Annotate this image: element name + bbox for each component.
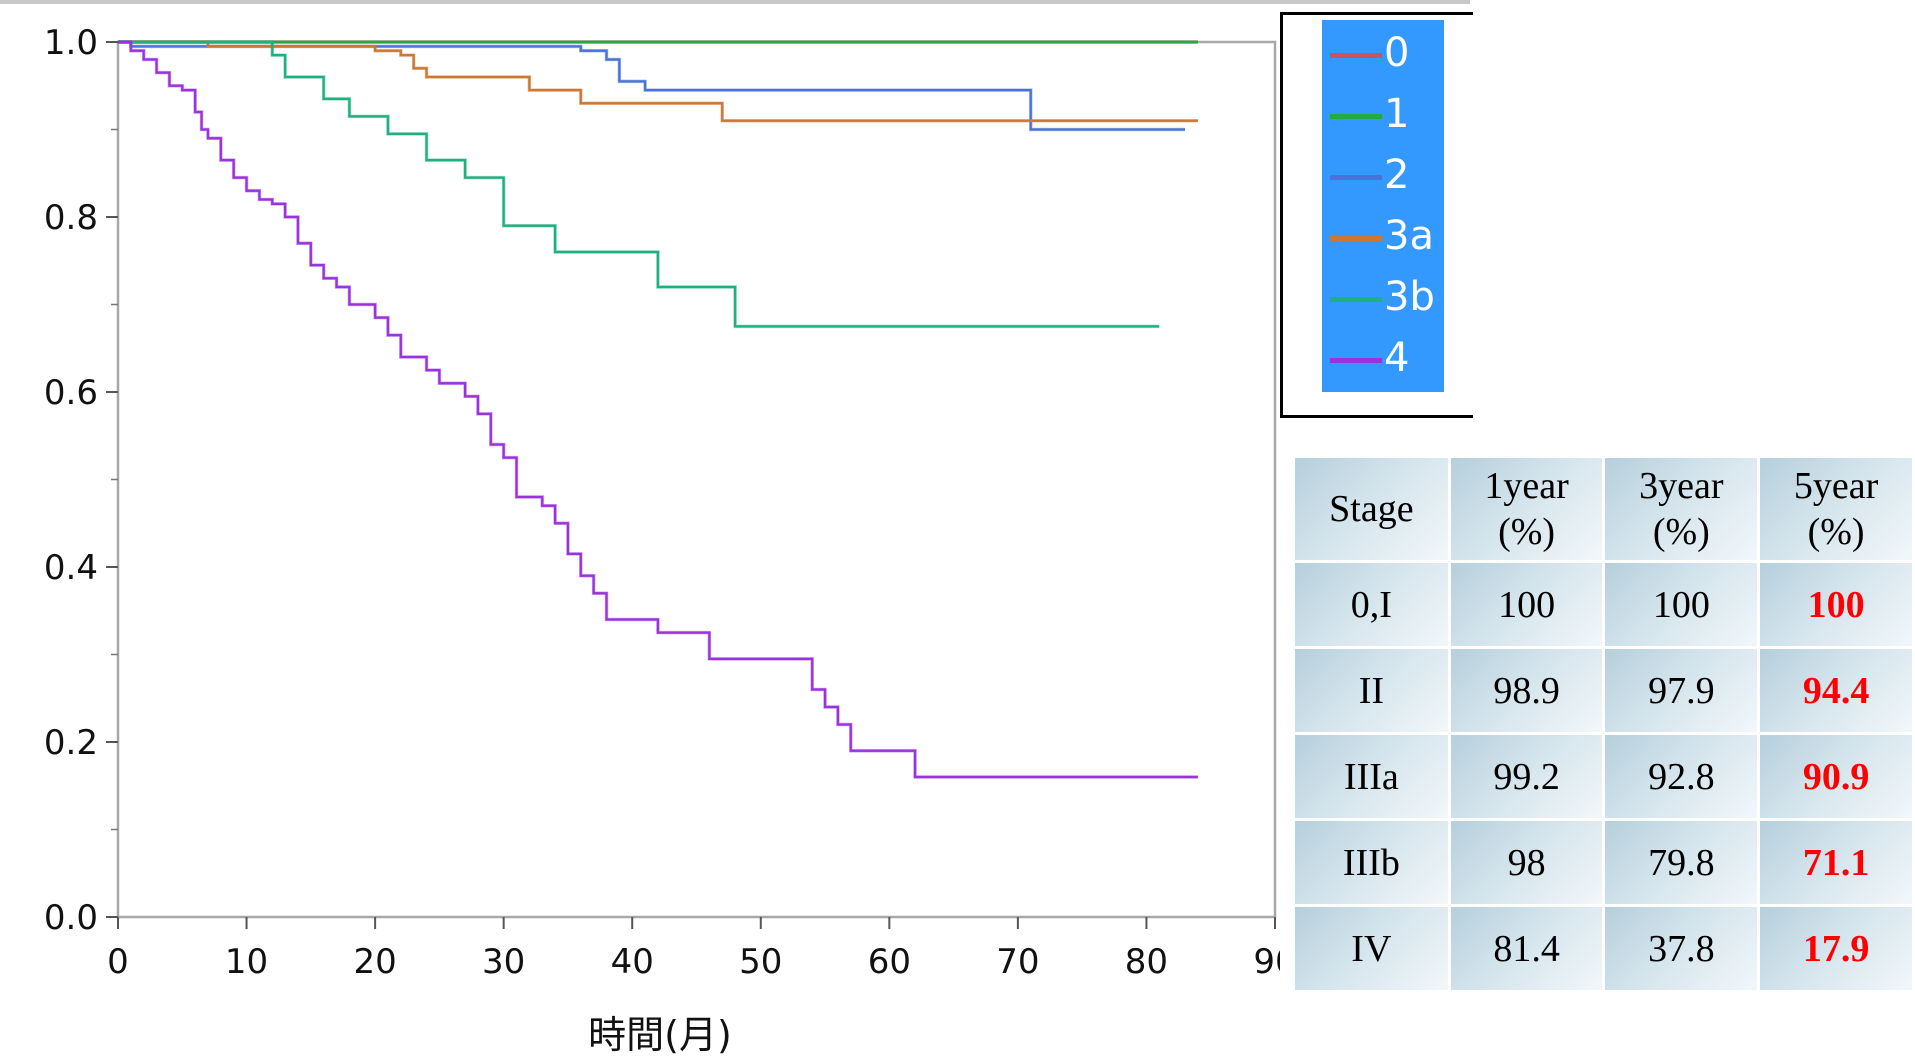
legend-item: 4 xyxy=(1322,331,1444,391)
legend-label: 1 xyxy=(1384,91,1410,137)
x-tick-label: 70 xyxy=(996,942,1039,982)
y-tick-label: 0.2 xyxy=(44,723,98,763)
y-tick-label: 1.0 xyxy=(44,23,98,63)
x-axis-label: 時間(月) xyxy=(588,1013,732,1057)
legend-swatch xyxy=(1330,358,1382,363)
table-cell: IIIb xyxy=(1295,821,1448,904)
table-header-row: Stage 1year (%) 3year (%) 5year (%) xyxy=(1295,458,1912,560)
table-cell: 99.2 xyxy=(1450,735,1603,818)
table-row: II 98.9 97.9 94.4 xyxy=(1295,649,1912,732)
table-cell: 100 xyxy=(1605,563,1758,646)
table-cell: II xyxy=(1295,649,1448,732)
x-tick-label: 80 xyxy=(1125,942,1168,982)
legend-swatch xyxy=(1330,53,1382,58)
series-3b-band xyxy=(118,40,1160,329)
series-3a-line xyxy=(118,40,1198,122)
legend-swatch xyxy=(1330,297,1382,302)
legend-item: 0 xyxy=(1322,26,1444,86)
table-header-cell: 5year (%) xyxy=(1760,458,1912,560)
y-tick-label: 0.8 xyxy=(44,198,98,238)
plot-frame xyxy=(116,40,1277,919)
legend-frame xyxy=(1280,12,1473,418)
series-4-band xyxy=(118,40,1198,779)
table-row: IV 81.4 37.8 17.9 xyxy=(1295,907,1912,990)
table-cell: 71.1 xyxy=(1760,821,1912,904)
table-cell: 37.8 xyxy=(1605,907,1758,990)
table-cell: IIIa xyxy=(1295,735,1448,818)
legend-item: 3a xyxy=(1322,209,1444,269)
series-4-line xyxy=(118,40,1198,779)
y-tick-label: 0.6 xyxy=(44,373,98,413)
table-row: IIIb 98 79.8 71.1 xyxy=(1295,821,1912,904)
table-cell: 98.9 xyxy=(1450,649,1603,732)
legend-label: 3b xyxy=(1384,274,1435,320)
x-tick-label: 40 xyxy=(611,942,654,982)
chart-series xyxy=(118,40,1198,779)
legend-label: 0 xyxy=(1384,30,1410,76)
legend-label: 3a xyxy=(1384,213,1434,259)
x-tick-label: 0 xyxy=(107,942,129,982)
legend-item: 2 xyxy=(1322,148,1444,208)
top-separator xyxy=(0,0,1470,4)
x-tick-label: 20 xyxy=(353,942,396,982)
table-cell: 90.9 xyxy=(1760,735,1912,818)
legend-swatch xyxy=(1330,114,1382,119)
legend-label: 2 xyxy=(1384,152,1410,198)
legend-item: 1 xyxy=(1322,87,1444,147)
table-cell: 17.9 xyxy=(1760,907,1912,990)
series-3b-line xyxy=(118,40,1160,328)
y-tick-label: 0.0 xyxy=(44,898,98,938)
table-row: 0,I 100 100 100 xyxy=(1295,563,1912,646)
table-cell: 97.9 xyxy=(1605,649,1758,732)
legend: 0 1 2 3a 3b 4 xyxy=(1322,20,1444,392)
table-cell: 79.8 xyxy=(1605,821,1758,904)
table-header-cell: 3year (%) xyxy=(1605,458,1758,560)
table-cell: 98 xyxy=(1450,821,1603,904)
x-tick-label: 50 xyxy=(739,942,782,982)
table-header-cell: 1year (%) xyxy=(1450,458,1603,560)
table-cell: 92.8 xyxy=(1605,735,1758,818)
table-cell: IV xyxy=(1295,907,1448,990)
table-cell: 100 xyxy=(1450,563,1603,646)
survival-chart: 0 10 20 30 40 50 60 70 80 90 0.0 0.2 0.4 0.6 0.8 1.0 時間… xyxy=(44,23,1280,1057)
chart-axes xyxy=(106,40,1277,929)
x-tick-label: 30 xyxy=(482,942,525,982)
legend-item: 3b xyxy=(1322,270,1444,330)
survival-rate-table: Stage 1year (%) 3year (%) 5year (%) 0,I 100 100 1… xyxy=(1292,455,1915,993)
table-cell: 81.4 xyxy=(1450,907,1603,990)
table-cell: 94.4 xyxy=(1760,649,1912,732)
legend-swatch xyxy=(1330,175,1382,180)
x-tick-label: 10 xyxy=(225,942,268,982)
x-tick-label: 60 xyxy=(868,942,911,982)
x-tick-label: 90 xyxy=(1253,942,1280,982)
table-row: IIIa 99.2 92.8 90.9 xyxy=(1295,735,1912,818)
chart-tick-labels: 0 10 20 30 40 50 60 70 80 90 0.0 0.2 0.4 0.6 0.8 1.0 xyxy=(44,23,1280,982)
table-header-cell: Stage xyxy=(1295,458,1448,560)
legend-swatch xyxy=(1330,236,1382,241)
y-tick-label: 0.4 xyxy=(44,548,98,588)
table-cell: 100 xyxy=(1760,563,1912,646)
table-cell: 0,I xyxy=(1295,563,1448,646)
legend-label: 4 xyxy=(1384,335,1410,381)
